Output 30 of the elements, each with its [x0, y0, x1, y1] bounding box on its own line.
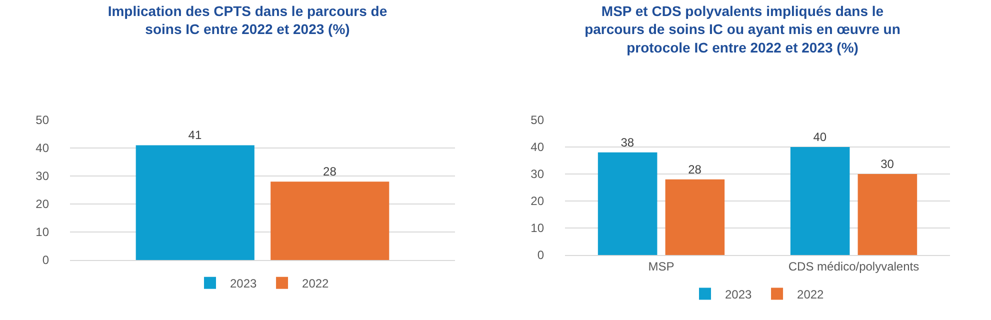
- y-tick-label: 10: [36, 225, 50, 240]
- bar: [665, 179, 725, 255]
- bar: [790, 147, 850, 255]
- data-label: 41: [188, 128, 202, 142]
- y-tick-label: 30: [36, 169, 50, 184]
- data-label: 40: [813, 130, 827, 144]
- legend-label: 2023: [230, 276, 258, 291]
- bar: [858, 174, 918, 255]
- data-label: 30: [880, 157, 894, 171]
- data-label: 28: [688, 162, 702, 176]
- y-tick-label: 0: [537, 248, 544, 262]
- data-label: 38: [620, 135, 634, 150]
- x-tick-label: MSP: [648, 259, 674, 274]
- y-tick-label: 0: [42, 253, 50, 268]
- y-tick-label: 50: [530, 113, 544, 128]
- y-tick-label: 40: [36, 141, 50, 156]
- bar: [598, 152, 658, 255]
- y-tick-label: 30: [530, 167, 544, 182]
- chart-title: Implication des CPTS dans le parcours de soins IC entre 2022 et 2023 (%): [108, 3, 388, 38]
- y-tick-label: 20: [36, 197, 50, 212]
- x-tick-label: CDS médico/polyvalents: [788, 259, 920, 274]
- y-tick-label: 10: [530, 221, 544, 236]
- y-tick-label: 50: [36, 113, 50, 128]
- legend-label: 2023: [725, 287, 752, 302]
- chart-title: MSP et CDS polyvalents impliqués dans le parcours de soins IC ou ayant mis en œuvre un protocole IC entre 2022 et 2023 (%): [584, 3, 900, 56]
- legend-label: 2022: [302, 276, 330, 291]
- legend-label: 2022: [797, 287, 824, 302]
- y-tick-label: 20: [530, 194, 544, 208]
- y-tick-label: 40: [530, 140, 544, 154]
- data-label: 28: [323, 164, 337, 179]
